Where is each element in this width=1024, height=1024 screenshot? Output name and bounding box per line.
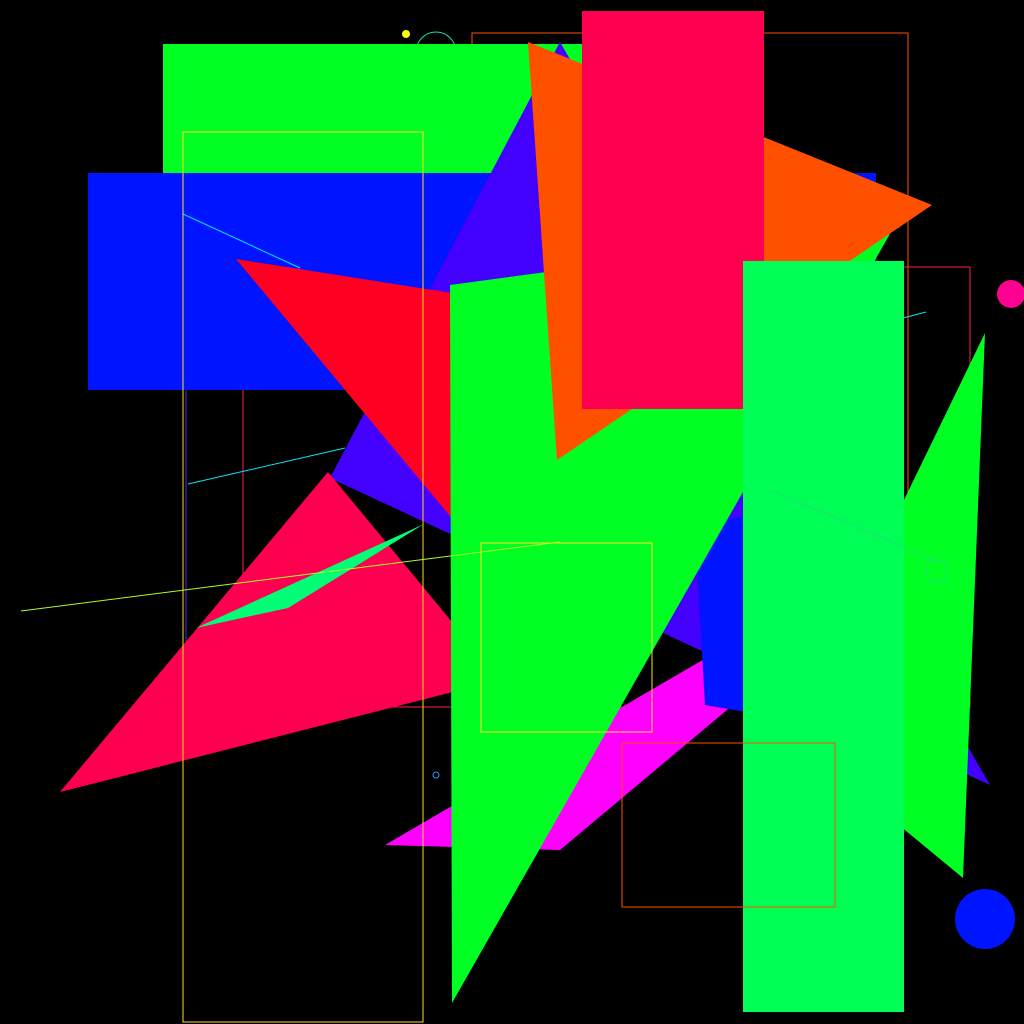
cyan-line-right: [902, 311, 927, 319]
blue-circle: [955, 889, 1015, 949]
cyan-line-upper: [182, 213, 301, 269]
yellow-outline-rect-square: [480, 542, 653, 733]
crimson-rect-top: [582, 11, 764, 409]
crimson-outline-circle: [333, 594, 357, 618]
green-outline-circle: [925, 559, 949, 583]
spring-green-sliver: [196, 524, 424, 628]
blue-outline-circle-small: [432, 771, 440, 779]
spring-green-rect: [743, 261, 904, 1012]
cyan-line-lower: [187, 447, 346, 485]
orange-outline-rect-small: [621, 742, 836, 908]
yellow-green-line: [20, 541, 561, 612]
pink-circle: [997, 280, 1024, 308]
teal-line-right: [769, 489, 936, 561]
crimson-triangle-left: [60, 472, 500, 792]
yellow-outline-rect-tall: [182, 131, 424, 1023]
yellow-dot: [402, 30, 410, 38]
